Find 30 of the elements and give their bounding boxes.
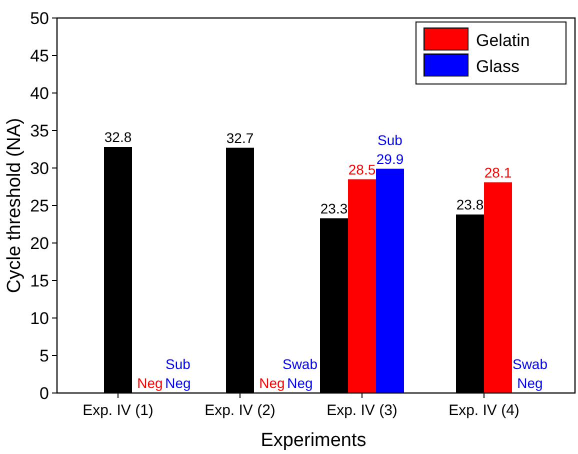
text: Swab Neg: [512, 356, 548, 391]
y-tick-label: 35: [30, 122, 49, 140]
data-label: 23.3: [320, 200, 348, 216]
y-tick-label: 40: [30, 84, 49, 103]
y-axis-title: Cycle threshold (NA): [4, 118, 25, 294]
legend-label: Gelatin: [476, 31, 530, 50]
text: Neg: [137, 375, 163, 391]
data-label: 28.5: [348, 161, 376, 178]
data-label: 23.8: [456, 196, 484, 212]
y-tick-label: 25: [30, 196, 49, 216]
legend-label: Glass: [476, 57, 520, 76]
data-label: 32.7: [226, 130, 254, 146]
y-tick-label: 20: [30, 234, 49, 253]
y-tick-label: 0: [40, 384, 49, 403]
x-tick-label: Exp. IV (4): [448, 402, 520, 419]
text: Sub Neg: [165, 356, 191, 391]
data-label: 28.1: [484, 164, 512, 180]
x-axis-title: Experiments: [260, 430, 366, 451]
y-tick-label: 5: [40, 346, 49, 366]
x-tick-label: Exp. IV (1): [82, 402, 154, 419]
text: Neg: [259, 375, 285, 391]
y-tick-label: 30: [30, 159, 49, 178]
data-label: Sub 29.9: [376, 132, 404, 167]
y-tick-label: 45: [30, 46, 49, 66]
y-tick-label: 15: [30, 272, 49, 290]
x-tick-label: Exp. IV (3): [326, 402, 398, 419]
x-tick-label: Exp. IV (2): [204, 402, 276, 419]
y-tick-label: 10: [30, 309, 49, 328]
data-label: 32.8: [104, 129, 132, 145]
y-tick-label: 50: [30, 9, 49, 28]
